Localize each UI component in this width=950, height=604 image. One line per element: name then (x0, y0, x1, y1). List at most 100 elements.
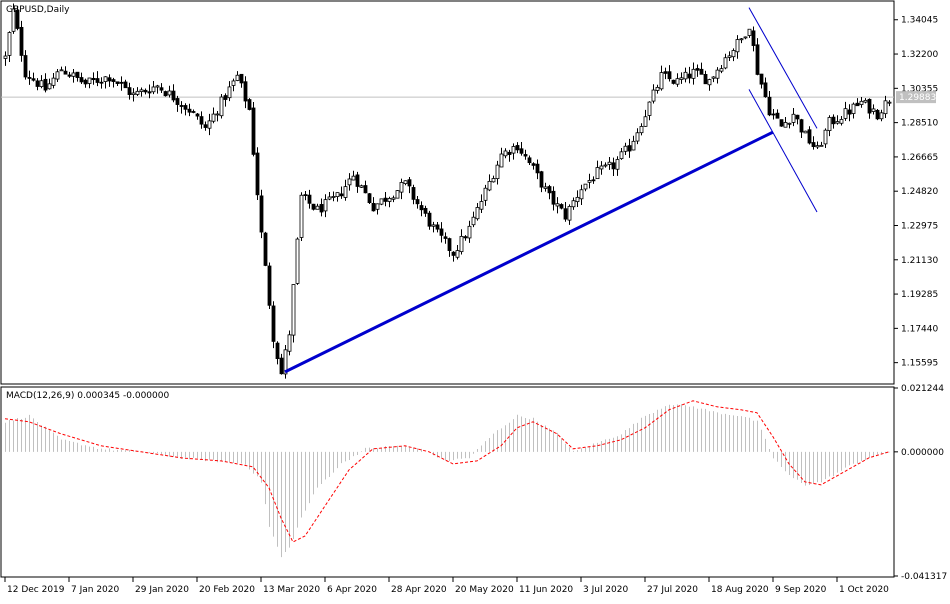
candle-body (159, 87, 164, 91)
candle-body (459, 235, 464, 253)
candle-body (247, 99, 252, 110)
candle (299, 192, 304, 241)
candle (623, 142, 628, 155)
candle (75, 71, 80, 82)
candle (591, 176, 596, 184)
candle-body (223, 95, 228, 100)
time-tick-label: 12 Dec 2019 (7, 585, 65, 595)
candle (43, 73, 48, 93)
candle (355, 171, 360, 193)
candle (99, 77, 104, 89)
candle-body (183, 105, 188, 110)
candle-body (27, 77, 32, 79)
candle (263, 231, 268, 267)
trendlines-layer[interactable] (284, 7, 818, 374)
candle (391, 195, 396, 203)
candle-body (199, 116, 204, 125)
candle (867, 98, 872, 119)
candle (35, 78, 40, 91)
candle-body (411, 187, 416, 200)
candle (427, 210, 432, 230)
trendline-1[interactable] (284, 130, 774, 374)
candle-body (395, 190, 400, 199)
candle (583, 183, 588, 192)
candle (835, 115, 840, 125)
candle (571, 197, 576, 210)
candle (695, 64, 700, 77)
candle (767, 91, 772, 117)
macd-histogram-layer (5, 404, 890, 558)
trendline-3[interactable] (748, 89, 818, 213)
candle-body (679, 77, 684, 80)
candle (783, 117, 788, 128)
candle (459, 229, 464, 255)
candle (479, 194, 484, 214)
candle-body (735, 39, 740, 53)
candle (843, 101, 848, 121)
candle (327, 191, 332, 201)
price-tick-label: 1.26665 (901, 153, 938, 163)
candle-body (667, 71, 672, 80)
candle (203, 121, 208, 131)
candle-body (695, 68, 700, 71)
candle (491, 175, 496, 183)
candle-body (643, 116, 648, 127)
candle-body (427, 212, 432, 227)
candle-body (531, 163, 536, 166)
candle (587, 173, 592, 189)
macd-signal-layer (4, 400, 890, 543)
candle-body (35, 80, 40, 87)
candle-body (343, 186, 348, 198)
candle (831, 114, 836, 129)
candle-body (255, 152, 260, 196)
candle-body (71, 72, 76, 77)
candle (435, 222, 440, 233)
candle (247, 98, 252, 111)
candle-body (887, 101, 892, 104)
candle (115, 81, 120, 86)
candle (855, 98, 860, 107)
candle-body (475, 207, 480, 220)
candle (851, 102, 856, 119)
candle-body (787, 122, 792, 125)
candle-body (535, 163, 540, 174)
candle-body (455, 250, 460, 258)
candle-body (655, 86, 660, 91)
candle-body (703, 73, 708, 85)
candle-body (435, 224, 440, 230)
candle-body (91, 77, 96, 81)
candle-body (139, 89, 144, 92)
candle-body (19, 26, 24, 56)
trendline-2[interactable] (748, 7, 818, 129)
candle (207, 113, 212, 136)
candle-body (123, 81, 128, 89)
candle-body (539, 171, 544, 188)
candle (351, 170, 356, 181)
candle-body (819, 144, 824, 147)
candle (251, 102, 256, 157)
candle (415, 196, 420, 209)
candle (303, 191, 308, 201)
macd-value-axis: 0.021244 0.000000 -0.041317 (894, 384, 947, 582)
candle-body (231, 80, 236, 86)
candle (199, 111, 204, 129)
candle (19, 20, 24, 62)
candle-body (579, 189, 584, 200)
candle (347, 173, 352, 191)
candle (375, 203, 380, 215)
candle (295, 237, 300, 285)
candles-layer (3, 3, 892, 379)
candle-body (519, 148, 524, 154)
candle-body (611, 162, 616, 170)
candle-body (559, 204, 564, 209)
candle-body (683, 71, 688, 80)
candle-body (371, 203, 376, 212)
candle-body (751, 30, 756, 46)
candle-body (443, 236, 448, 239)
candle-body (779, 119, 784, 127)
candle (679, 72, 684, 84)
candle-body (407, 179, 412, 187)
candle (243, 76, 248, 109)
candle-body (571, 200, 576, 208)
